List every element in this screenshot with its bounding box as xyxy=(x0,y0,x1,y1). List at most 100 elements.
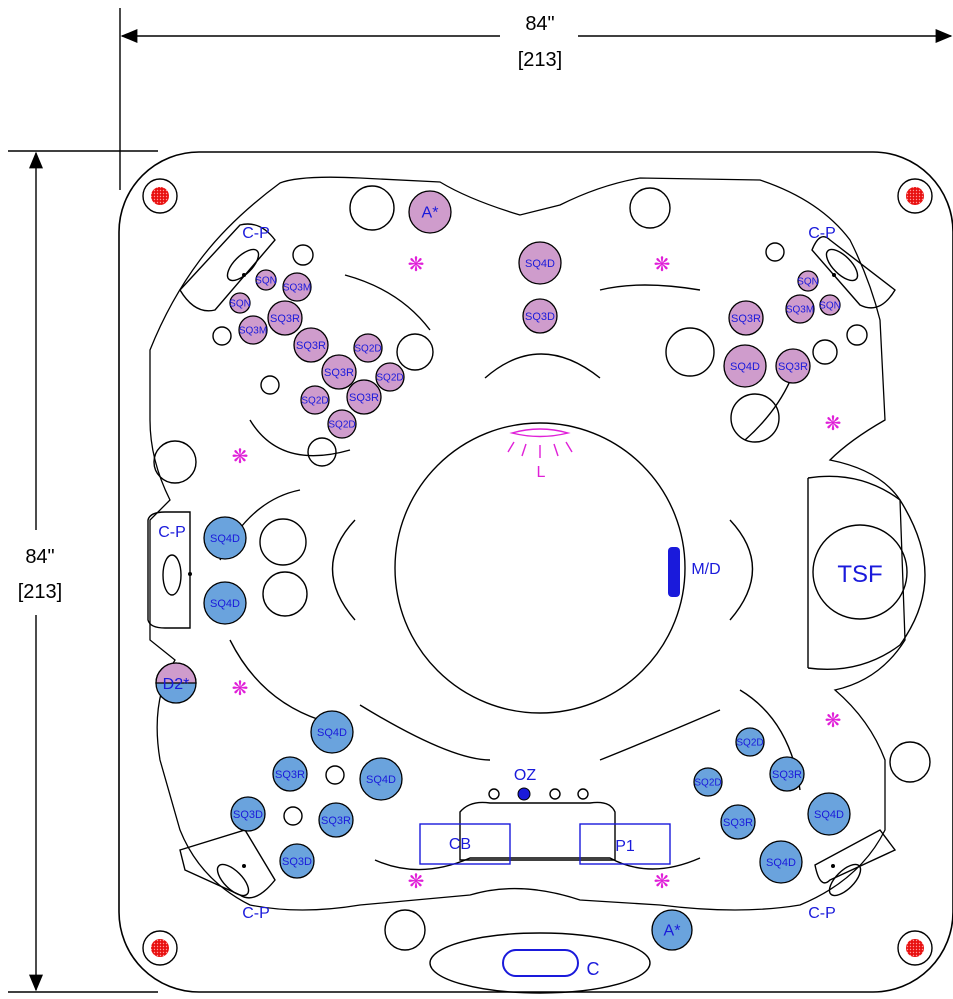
corner-jet-tl xyxy=(142,178,178,214)
cp-label-tl: C-P xyxy=(242,225,270,242)
pin xyxy=(831,864,835,868)
corner-jet-bl xyxy=(142,930,178,966)
jet-sq3m-label: SQ3M xyxy=(283,283,311,294)
jet-sq3r-label: SQ3R xyxy=(321,815,351,827)
svg-text:❋: ❋ xyxy=(232,678,249,700)
cp-label-tr: C-P xyxy=(808,225,836,242)
seat-curve-7 xyxy=(599,284,701,291)
p1-label: P1 xyxy=(615,838,635,855)
headrest-oval-left xyxy=(162,554,182,596)
jet-sq3d-body xyxy=(279,843,315,879)
jet-sq3d-label: SQ3D xyxy=(282,856,312,868)
jet-sq3m: SQ3M xyxy=(785,294,815,324)
width-label: 84" xyxy=(525,13,554,35)
jet-sq4d-body xyxy=(518,241,562,285)
jet-sq3m: SQ3M xyxy=(238,315,268,345)
fitting xyxy=(307,437,337,467)
jet-sq3m-body xyxy=(282,272,312,302)
jet-sq3r-body xyxy=(321,354,357,390)
jet-sq2d-label: SQ2D xyxy=(376,373,403,384)
fitting xyxy=(212,326,232,346)
jet-sq4d-label: SQ4D xyxy=(766,857,796,869)
fitting xyxy=(153,440,197,484)
jet-sqn-label: SQN xyxy=(797,277,819,288)
tsf-label: TSF xyxy=(837,561,882,588)
jet-sq3m-label: SQ3M xyxy=(786,305,814,316)
jet-a-top-label: A* xyxy=(422,205,439,222)
jet-a-bottom-body xyxy=(651,909,693,951)
jet-sqn-label: SQN xyxy=(229,299,251,310)
fitting xyxy=(292,244,314,266)
jet-sq4d-label: SQ4D xyxy=(366,774,396,786)
jet-sq4d: SQ4D xyxy=(723,344,767,388)
jet-a-bottom: A* xyxy=(651,909,693,951)
fitting xyxy=(384,909,426,951)
jet-sq2d: SQ2D xyxy=(327,409,357,439)
jet-sq3r-body xyxy=(293,327,329,363)
jet-sq4d-label: SQ4D xyxy=(525,258,555,270)
jet-sq4d-label: SQ4D xyxy=(730,361,760,373)
fitting xyxy=(349,185,395,231)
footwell-arc-bl xyxy=(359,704,491,761)
fitting xyxy=(665,327,715,377)
jet-d2-top xyxy=(155,662,197,684)
jet-sq4d-body xyxy=(203,581,247,625)
headrest-oval-tl xyxy=(226,248,260,282)
cp-label-left: C-P xyxy=(158,524,186,541)
md-label: M/D xyxy=(691,561,720,578)
jet-sq3d: SQ3D xyxy=(230,796,266,832)
jet-sq2d: SQ2D xyxy=(375,362,405,392)
height-metric: [213] xyxy=(18,581,62,603)
jet-sq2d-body xyxy=(327,409,357,439)
oz-port-active xyxy=(517,787,531,801)
jet-sq3r: SQ3R xyxy=(293,327,329,363)
jet-sq2d: SQ2D xyxy=(353,333,383,363)
svg-text:❋: ❋ xyxy=(654,871,671,893)
seat-curve-1 xyxy=(249,419,351,457)
fitting xyxy=(396,333,434,371)
corner-jet-fill xyxy=(151,939,169,957)
jet-sqn-label: SQN xyxy=(819,301,841,312)
fitting xyxy=(262,571,308,617)
jet-sq4d-label: SQ4D xyxy=(814,809,844,821)
fitting xyxy=(325,765,345,785)
jet-sq3r: SQ3R xyxy=(346,379,382,415)
jet-sq2d-body xyxy=(693,767,723,797)
step xyxy=(459,801,616,861)
jet-sq4d-body xyxy=(759,840,803,884)
headrest-br xyxy=(814,829,897,884)
jet-sq2d-body xyxy=(735,727,765,757)
seat-curve-3 xyxy=(229,639,321,721)
spa-outer-shell xyxy=(118,151,953,993)
headrest-oval-bl xyxy=(216,863,250,897)
jet-sq3r-label: SQ3R xyxy=(723,817,753,829)
jet-sq3d-label: SQ3D xyxy=(525,311,555,323)
jet-sq2d-label: SQ2D xyxy=(694,778,721,789)
jet-sq3r: SQ3R xyxy=(267,300,303,336)
jet-sq4d: SQ4D xyxy=(518,241,562,285)
jet-a-top: A* xyxy=(408,190,452,234)
seat-curve-6 xyxy=(344,274,431,331)
fitting xyxy=(259,518,307,566)
headrest-left xyxy=(147,511,191,629)
jet-sq3r-label: SQ3R xyxy=(270,313,300,325)
jet-sq3r-body xyxy=(318,802,354,838)
jet-sq2d-body xyxy=(375,362,405,392)
footwell-arc-right xyxy=(729,519,754,621)
jet-sq2d: SQ2D xyxy=(735,727,765,757)
fitting xyxy=(629,187,671,229)
jet-sq3r-body xyxy=(728,300,764,336)
jet-sq4d-body xyxy=(807,792,851,836)
jet-sq4d: SQ4D xyxy=(203,516,247,560)
fitting xyxy=(812,339,838,365)
footwell-arc-top xyxy=(484,353,601,379)
jet-sq3r: SQ3R xyxy=(318,802,354,838)
corner-jets xyxy=(151,187,924,957)
svg-text:❋: ❋ xyxy=(408,871,425,893)
jet-sq3r-body xyxy=(775,348,811,384)
jet-sq3m-body xyxy=(785,294,815,324)
corner-jet-fill xyxy=(906,939,924,957)
corner-jet-fill xyxy=(151,187,169,205)
jet-sq3r: SQ3R xyxy=(728,300,764,336)
